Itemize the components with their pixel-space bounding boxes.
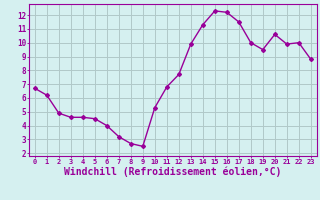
X-axis label: Windchill (Refroidissement éolien,°C): Windchill (Refroidissement éolien,°C) xyxy=(64,166,282,177)
